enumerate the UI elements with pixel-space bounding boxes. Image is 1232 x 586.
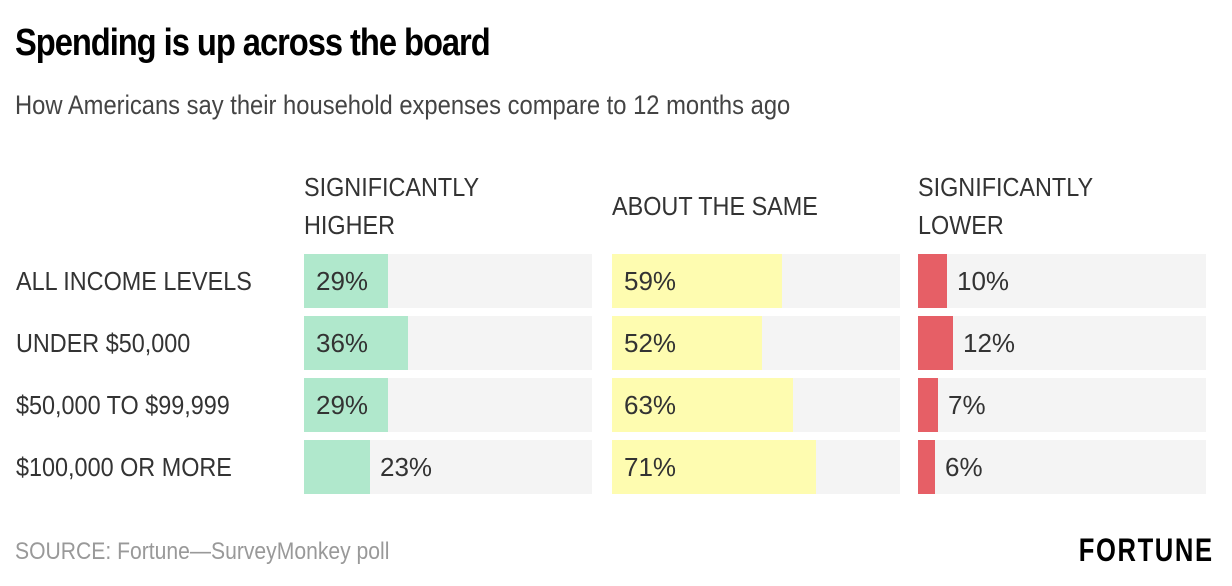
bar-track: 71% [612, 440, 900, 494]
bar-track: 59% [612, 254, 900, 308]
bar-track: 23% [304, 440, 592, 494]
bar [304, 378, 388, 432]
bar [304, 254, 388, 308]
bar-track: 6% [918, 440, 1206, 494]
bar [918, 316, 953, 370]
bar [612, 254, 782, 308]
data-label: 71% [624, 452, 677, 482]
bar [612, 316, 762, 370]
chart-title: Spending is up across the board [15, 22, 491, 64]
data-label: 52% [624, 328, 677, 358]
data-label: 23% [380, 452, 433, 482]
bar [304, 440, 370, 494]
row-label: $100,000 OR MORE [16, 452, 232, 482]
bar [918, 440, 935, 494]
bar [918, 378, 938, 432]
data-label: 7% [948, 390, 986, 420]
bar-track: 29% [304, 378, 592, 432]
bar [612, 378, 793, 432]
bar [612, 440, 816, 494]
bar-track: 29% [304, 254, 592, 308]
row-label: $50,000 TO $99,999 [16, 390, 230, 420]
data-label: 29% [316, 390, 369, 420]
column-header-2: ABOUT THE SAME [612, 191, 818, 221]
data-label: 10% [957, 266, 1010, 296]
bar-track: 36% [304, 316, 592, 370]
data-label: 29% [316, 266, 369, 296]
data-label: 59% [624, 266, 677, 296]
column-header-1: SIGNIFICANTLY HIGHER [304, 172, 479, 240]
data-label: 6% [945, 452, 983, 482]
source-note: SOURCE: Fortune—SurveyMonkey poll [15, 538, 390, 565]
row-label: UNDER $50,000 [16, 328, 191, 358]
bar-track: 12% [918, 316, 1206, 370]
bar [304, 316, 408, 370]
bar-track: 10% [918, 254, 1206, 308]
fortune-logo: FORTUNE [1079, 532, 1214, 568]
bar [918, 254, 947, 308]
data-label: 36% [316, 328, 369, 358]
data-label: 12% [963, 328, 1016, 358]
data-label: 63% [624, 390, 677, 420]
column-header-3: SIGNIFICANTLY LOWER [918, 172, 1093, 240]
row-label: ALL INCOME LEVELS [16, 266, 252, 296]
bar-track: 7% [918, 378, 1206, 432]
bar-track: 52% [612, 316, 900, 370]
chart-subtitle: How Americans say their household expens… [15, 90, 791, 120]
bar-track: 63% [612, 378, 900, 432]
